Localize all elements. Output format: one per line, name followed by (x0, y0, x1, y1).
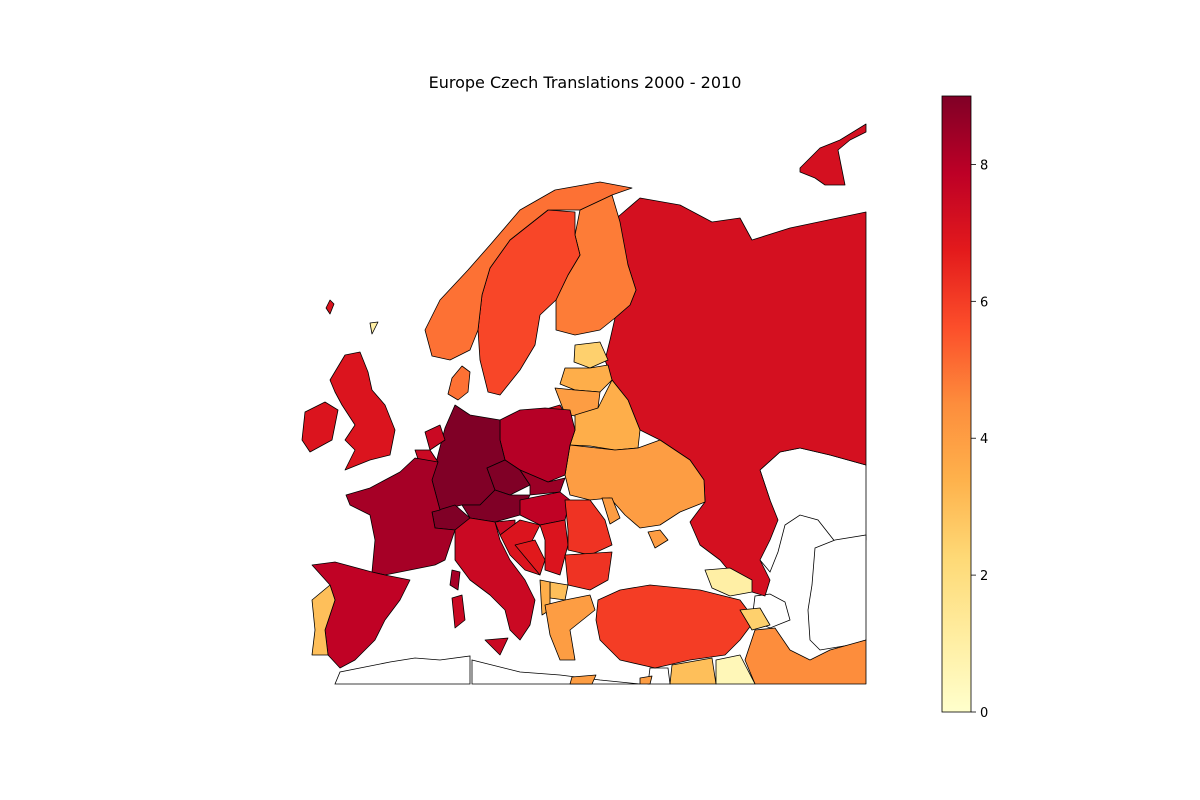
region-norway (424, 181, 633, 361)
region-iceland (325, 299, 335, 315)
region-corsica (449, 569, 461, 591)
region-serbia (539, 519, 569, 576)
region-faroe (369, 321, 379, 335)
colorbar: 0 2 4 6 8 (941, 95, 988, 721)
region-iraq (715, 654, 756, 685)
region-italy (454, 517, 536, 641)
region-armenia (739, 607, 771, 631)
map-plot-area (301, 123, 867, 685)
region-portugal (311, 584, 336, 656)
region-sicily (484, 637, 509, 656)
region-ireland (301, 401, 339, 453)
colorbar-ticks: 0 2 4 6 8 (971, 158, 988, 721)
region-russia-novaya-zemlya (799, 123, 867, 186)
colorbar-scale (941, 95, 972, 713)
region-sardinia (451, 594, 466, 629)
region-north-africa (334, 655, 471, 685)
region-macedonia (549, 581, 569, 601)
region-netherlands (424, 424, 446, 451)
region-romania (564, 499, 613, 556)
region-georgia (704, 567, 753, 597)
region-moldova (601, 497, 621, 525)
region-greece (544, 594, 596, 661)
region-central-asia (807, 534, 867, 651)
region-iran (744, 627, 867, 685)
region-russia (604, 197, 867, 597)
region-libya-egypt (471, 659, 641, 685)
colorbar-tick-label: 4 (980, 432, 988, 447)
colorbar-tick-label: 8 (980, 158, 988, 173)
region-denmark (447, 365, 471, 401)
region-turkey (595, 584, 756, 669)
region-uk (329, 351, 396, 471)
region-crete (569, 674, 597, 685)
region-cyprus (639, 675, 653, 685)
region-estonia (573, 341, 609, 369)
colorbar-tick-label: 2 (980, 569, 988, 584)
colorbar-tick-label: 6 (980, 295, 988, 310)
colorbar-tick-label: 0 (980, 706, 988, 721)
region-bulgaria (564, 551, 613, 591)
region-latvia (559, 364, 613, 393)
map-title: Europe Czech Translations 2000 - 2010 (429, 73, 742, 92)
region-crimea (647, 529, 669, 549)
region-ukraine (564, 439, 706, 529)
